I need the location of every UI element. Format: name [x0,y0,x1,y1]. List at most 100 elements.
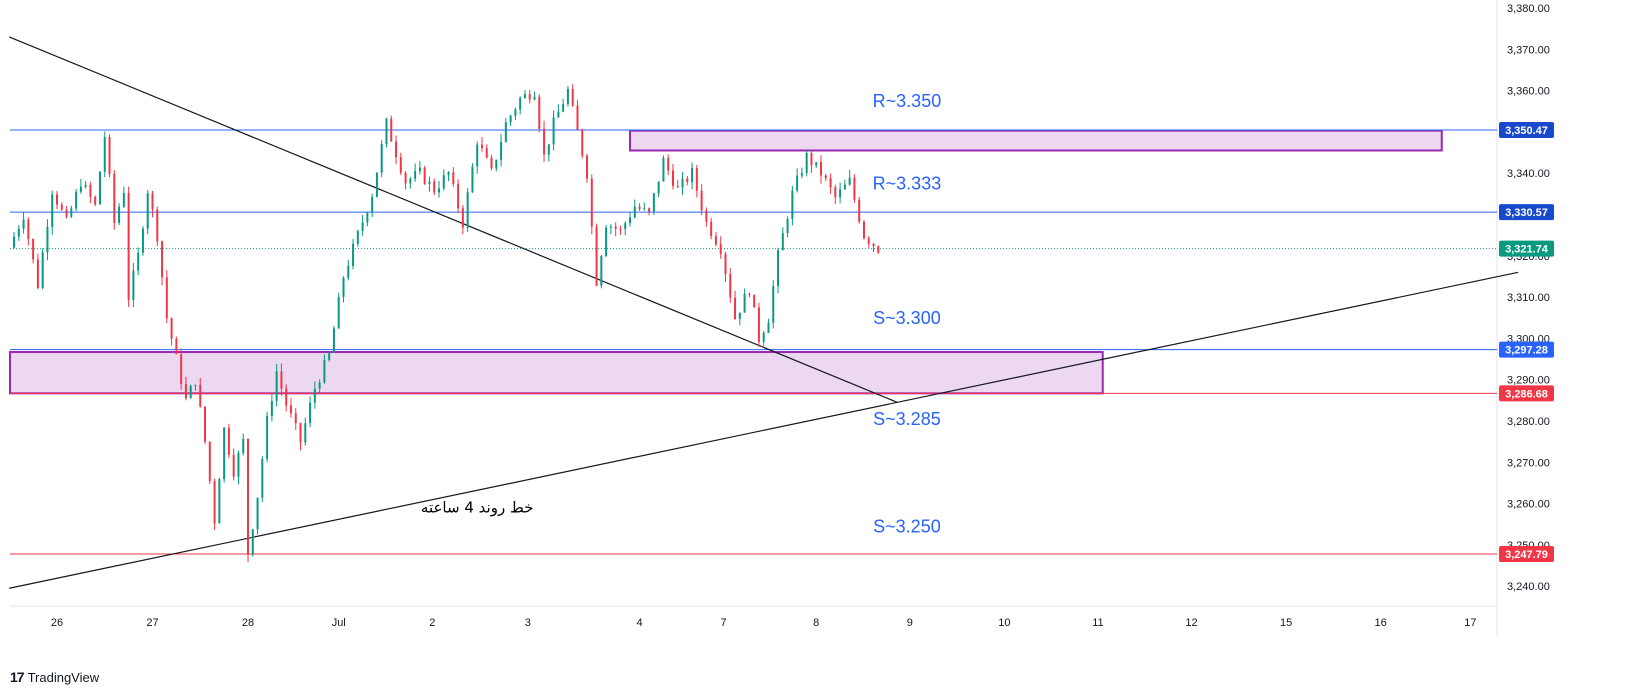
y-tick-label: 3,260.00 [1507,499,1550,511]
price-tag-label: 3,330.57 [1505,207,1548,219]
price-tag-label: 3,321.74 [1505,244,1549,256]
candle-body [232,454,235,477]
candle-body [294,413,297,424]
candle-body [337,296,340,329]
candle-body [342,277,345,297]
candle-body [543,128,546,155]
candle-body [103,137,106,172]
candle-body [786,219,789,234]
candle-body [151,193,154,210]
candle-body [571,88,574,106]
candle-body [652,193,655,212]
candle-body [452,172,455,185]
candle-body [648,208,651,212]
price-tags-layer: 3,350.47 3,330.57 3,321.74 3,297.28 3,286.68… [1499,121,1554,563]
y-tick-label: 3,310.00 [1507,292,1550,304]
candle-body [127,192,130,300]
candle-body [237,453,240,477]
candle-body [447,172,450,176]
candle-body [409,178,412,184]
candle-body [361,222,364,232]
candle-body [46,226,49,253]
candle-body [762,332,765,342]
candle-body [414,171,417,179]
candle-body [13,236,16,248]
tradingview-logo-icon: 17 [10,669,25,685]
candle-body [285,388,288,406]
candle-body [428,181,431,184]
candle-body [457,184,460,209]
annotations-layer: R~3.350 R~3.333 S~3.300 S~3.285 S~3.250 خط رو… [421,91,941,536]
candle-body [94,196,97,205]
trend-lines-layer [9,36,1519,589]
y-tick-label: 3,360.00 [1507,86,1550,98]
candle-body [514,109,517,116]
candle-body [877,246,880,253]
tradingview-logo[interactable]: 17 TradingView [10,669,99,685]
candle-body [356,231,359,244]
x-tick-label: 3 [525,617,531,629]
candle-body [490,157,493,169]
candle-body [657,181,660,194]
level-label: S~3.285 [873,409,941,429]
candle-body [161,241,164,278]
candle-body [633,206,636,218]
y-tick-label: 3,280.00 [1507,416,1550,428]
candle-body [27,219,30,240]
candle-body [70,208,73,217]
candle-body [17,228,20,237]
candle-body [323,359,326,383]
candle-body [199,384,202,407]
candle-body [65,209,68,217]
candle-body [681,178,684,188]
x-axis[interactable]: 26 27 28 Jul 2 3 4 7 8 9 10 11 12 15 16 17 [51,617,1477,629]
candle-body [609,226,612,228]
candle-body [734,297,737,320]
candle-body [75,191,78,209]
price-tag [1499,240,1554,257]
candle-body [753,294,756,308]
candle-body [433,181,436,193]
price-tag [1499,204,1554,221]
candle-body [705,210,708,222]
candle-body [328,352,331,360]
candle-body [566,88,569,104]
candle-body [395,141,398,158]
candle-body [313,388,316,403]
candle-body [184,383,187,399]
candle-body [614,226,617,229]
candle-body [777,250,780,286]
candle-body [700,190,703,211]
y-tick-label: 3,240.00 [1507,581,1550,593]
x-tick-label: 26 [51,617,63,629]
candle-body [872,243,875,247]
candle-body [629,217,631,224]
candle-body [729,274,732,298]
candle-body [261,458,264,498]
candle-body [132,270,135,300]
candle-body [662,158,665,182]
candle-body [853,177,856,200]
y-axis[interactable]: 3,380.003,370.003,360.003,350.003,340.00… [1507,3,1550,593]
candle-body [757,307,760,342]
candle-body [218,479,221,524]
candle-body [500,142,503,160]
candle-body [194,384,197,386]
candle-body [824,175,827,179]
candle-body [280,371,283,389]
candle-body [256,497,259,530]
tradingview-logo-text: TradingView [27,669,100,685]
candle-body [476,144,479,167]
candle-body [480,144,483,149]
trend-line [9,271,1519,589]
candle-body [366,212,369,223]
candle-body [619,228,622,230]
level-label: S~3.250 [873,516,941,536]
candle-body [79,186,82,192]
candle-body [22,219,25,229]
candle-body [586,155,589,179]
candle-body [270,400,273,416]
candle-body [557,111,560,118]
candle-body [710,221,713,237]
